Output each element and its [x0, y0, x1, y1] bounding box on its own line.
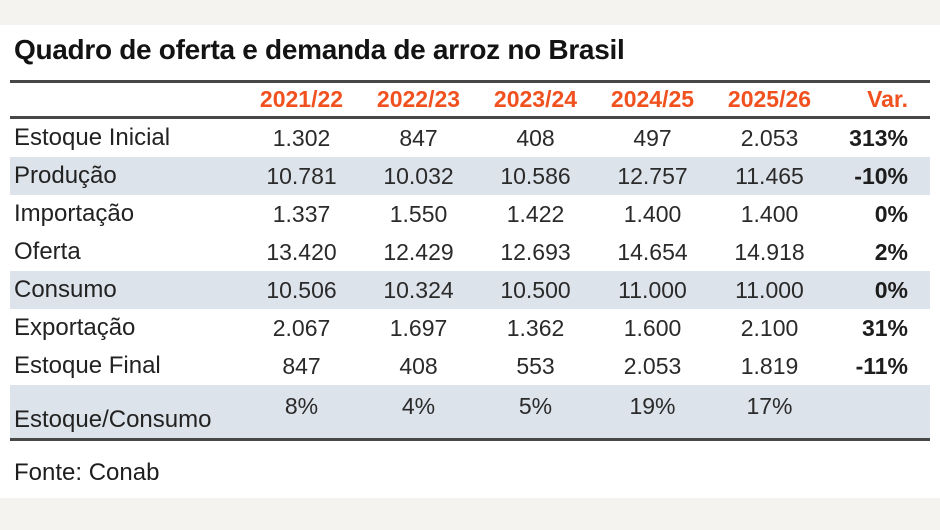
cell-value: 2.100 [740, 314, 799, 341]
cell-value: 1.337 [272, 200, 331, 227]
cell-value: 1.697 [389, 314, 448, 341]
cell-value: 1.400 [740, 200, 799, 227]
cell-value: 1.819 [740, 352, 799, 379]
cell-value: 553 [516, 352, 555, 379]
table-row-producao: Produção 10.781 10.032 10.586 12.757 11.… [10, 157, 930, 195]
cell-value: 8% [284, 393, 319, 419]
column-header-2025-26: 2025/26 [727, 86, 812, 112]
table-row-estoque-final: Estoque Final 847 408 553 2.053 1.819 -1… [10, 347, 930, 385]
cell-value: 10.500 [500, 276, 571, 303]
row-label: Oferta [14, 238, 81, 265]
cell-value: 2.053 [740, 124, 799, 151]
top-page-band [0, 0, 940, 25]
cell-value: 19% [629, 393, 676, 419]
column-header-2021-22: 2021/22 [259, 86, 344, 112]
cell-value: 14.654 [617, 238, 688, 265]
cell-value: 1.302 [272, 124, 331, 151]
cell-value: 847 [282, 352, 321, 379]
cell-value: 1.600 [623, 314, 682, 341]
cell-value: 13.420 [266, 238, 337, 265]
table-bottom-rule [10, 438, 930, 441]
cell-value: 497 [633, 124, 672, 151]
table-row-estoque-consumo: Estoque/Consumo 8% 4% 5% 19% 17% [10, 385, 930, 438]
row-label: Produção [14, 162, 117, 189]
table-row-estoque-inicial: Estoque Inicial 1.302 847 408 497 2.053 … [10, 119, 930, 157]
column-header-2024-25: 2024/25 [610, 86, 695, 112]
cell-value: 12.757 [617, 162, 688, 189]
table-row-oferta: Oferta 13.420 12.429 12.693 14.654 14.91… [10, 233, 930, 271]
cell-value: 1.400 [623, 200, 682, 227]
cell-value: 847 [399, 124, 438, 151]
cell-value: 1.550 [389, 200, 448, 227]
cell-var: 313% [849, 124, 908, 151]
row-label: Importação [14, 200, 135, 227]
table-row-exportacao: Exportação 2.067 1.697 1.362 1.600 2.100… [10, 309, 930, 347]
cell-value: 10.032 [383, 162, 454, 189]
cell-value: 408 [399, 352, 438, 379]
cell-value: 4% [401, 393, 436, 419]
row-label: Consumo [14, 276, 117, 303]
table-top-rule [10, 80, 930, 83]
chart-content: Quadro de oferta e demanda de arroz no B… [0, 25, 940, 488]
cell-value: 1.362 [506, 314, 565, 341]
cell-var: 31% [861, 314, 908, 341]
cell-value: 14.918 [734, 238, 805, 265]
cell-var: -10% [854, 162, 908, 189]
cell-value: 11.000 [618, 276, 687, 303]
row-label: Exportação [14, 314, 136, 341]
cell-value: 2.067 [272, 314, 331, 341]
cell-var: 2% [874, 238, 908, 265]
cell-value: 17% [746, 393, 793, 419]
cell-value: 10.324 [383, 276, 454, 303]
cell-value: 408 [516, 124, 555, 151]
column-header-2023-24: 2023/24 [493, 86, 578, 112]
data-table: 2021/22 2022/23 2023/24 2024/25 2025/26 … [10, 80, 930, 441]
source-attribution: Fonte: Conab [14, 459, 160, 486]
cell-value: 12.429 [383, 238, 454, 265]
cell-value: 5% [518, 393, 553, 419]
cell-value: 1.422 [506, 200, 565, 227]
bottom-page-band [0, 498, 940, 530]
cell-value: 10.781 [266, 162, 337, 189]
chart-title: Quadro de oferta e demanda de arroz no B… [14, 34, 625, 65]
cell-value: 11.000 [735, 276, 804, 303]
table-header-rule [10, 116, 930, 119]
column-header-2022-23: 2022/23 [376, 86, 461, 112]
row-label: Estoque Final [14, 352, 161, 379]
table-header-row: 2021/22 2022/23 2023/24 2024/25 2025/26 … [10, 83, 930, 116]
cell-value: 11.465 [735, 162, 804, 189]
cell-value: 12.693 [500, 238, 571, 265]
column-header-var: Var. [867, 86, 908, 112]
cell-value: 10.506 [266, 276, 337, 303]
row-label: Estoque/Consumo [14, 406, 212, 433]
cell-var: 0% [874, 200, 908, 227]
row-label: Estoque Inicial [14, 124, 171, 151]
cell-value: 10.586 [500, 162, 571, 189]
cell-value: 2.053 [623, 352, 682, 379]
cell-var: -11% [855, 352, 908, 379]
table-row-consumo: Consumo 10.506 10.324 10.500 11.000 11.0… [10, 271, 930, 309]
table-row-importacao: Importação 1.337 1.550 1.422 1.400 1.400… [10, 195, 930, 233]
cell-var: 0% [874, 276, 908, 303]
